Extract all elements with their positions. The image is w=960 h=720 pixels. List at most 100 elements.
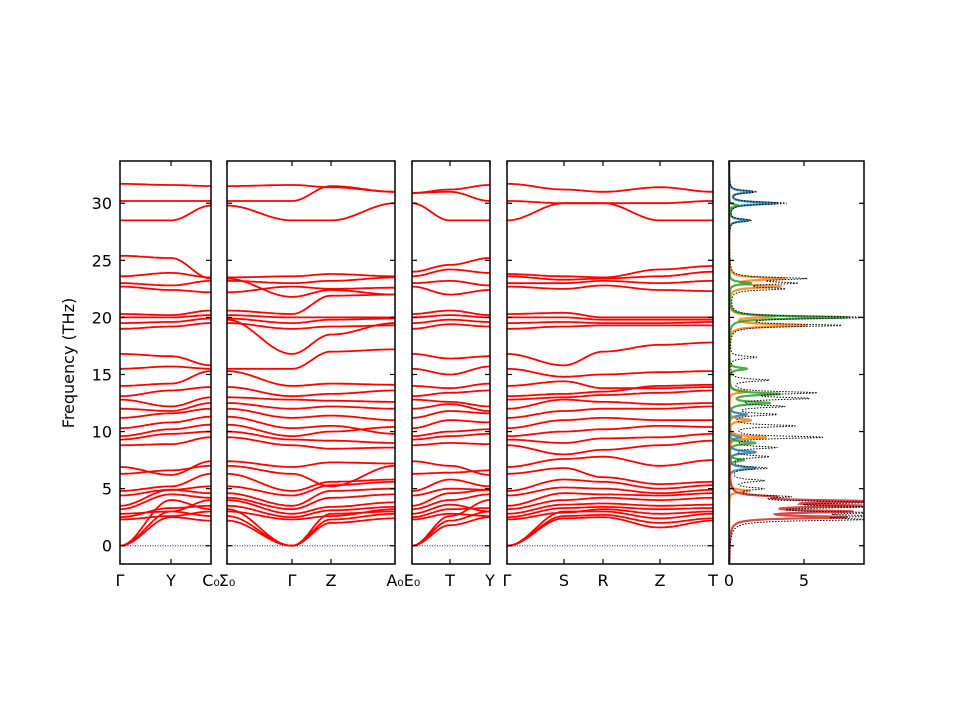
band-line-6	[227, 499, 395, 515]
band-line-14	[119, 430, 211, 441]
band-line-16	[412, 419, 490, 429]
band-line-34	[120, 182, 211, 187]
band-line-22	[412, 365, 490, 376]
band-line-20	[507, 383, 713, 398]
band-line-6	[506, 502, 713, 515]
band-line-18	[120, 402, 212, 412]
band-line-4	[412, 512, 491, 521]
k-point-label: Z	[655, 571, 666, 590]
band-line-20	[120, 386, 212, 398]
band-line-33	[507, 200, 713, 205]
band-line-23	[120, 353, 212, 367]
band-line-34	[412, 184, 490, 194]
band-line-13	[227, 436, 395, 450]
band-line-30	[227, 273, 395, 279]
band-line-5	[120, 504, 211, 519]
band-line-24	[507, 324, 713, 330]
band-line-32	[411, 202, 490, 222]
band-line-9	[120, 485, 211, 497]
band-line-31	[120, 254, 212, 280]
band-line-12	[506, 455, 713, 468]
band-line-5	[507, 506, 713, 519]
k-point-label: Y	[165, 571, 176, 590]
band-line-18	[507, 398, 713, 410]
band-line-14	[411, 433, 490, 441]
band-line-20	[412, 389, 490, 398]
y-tick-label: 20	[92, 308, 112, 327]
band-line-18	[412, 403, 490, 412]
band-line-11	[507, 467, 713, 485]
band-line-21	[227, 370, 395, 387]
band-line-7	[227, 493, 395, 511]
band-line-21	[412, 382, 490, 390]
band-line-32	[226, 202, 396, 222]
band-line-15	[412, 428, 490, 437]
k-point-label: T	[444, 571, 455, 590]
y-tick-label: 25	[92, 251, 112, 270]
panel-frame	[411, 160, 491, 565]
band-line-12	[412, 460, 491, 476]
band-line-8	[411, 488, 490, 507]
k-point-label: E₀	[404, 571, 421, 590]
band-line-28	[507, 284, 713, 292]
band-line-22	[507, 367, 713, 378]
k-point-label: Y	[484, 571, 495, 590]
y-tick-label: 10	[92, 423, 112, 442]
band-line-27	[412, 309, 490, 316]
band-line-25	[412, 318, 490, 324]
band-line-15	[507, 425, 713, 437]
band-line-24	[227, 322, 395, 330]
band-line-29	[411, 280, 490, 287]
band-line-5	[227, 504, 395, 519]
band-line-9	[412, 487, 490, 497]
k-point-label: Γ	[116, 571, 125, 590]
band-line-11	[412, 469, 490, 475]
band-panel-1: 0 5 10 15 20 25 30 Γ Y C₀	[92, 160, 220, 590]
band-line-4	[120, 510, 211, 521]
band-line-5	[412, 507, 490, 519]
band-line-32	[120, 204, 212, 222]
plot-area	[227, 161, 395, 564]
band-line-27	[227, 293, 395, 315]
band-line-31	[226, 277, 395, 298]
dos-curve-total	[729, 161, 864, 564]
y-tick-label: 30	[92, 194, 112, 213]
band-line-10	[226, 472, 395, 492]
dos-plot-area	[729, 161, 864, 564]
band-line-2	[226, 512, 395, 547]
band-line-28	[120, 285, 211, 294]
band-line-15	[120, 423, 211, 437]
dos-curve-site-4	[729, 161, 864, 564]
band-line-28	[412, 285, 490, 296]
band-line-22	[120, 365, 211, 370]
k-point-label: R	[597, 571, 608, 590]
k-point-label: Z	[326, 571, 337, 590]
band-line-24	[120, 322, 211, 330]
band-line-10	[120, 472, 212, 492]
band-line-13	[412, 442, 490, 447]
band-line-8	[506, 492, 713, 507]
band-line-22	[227, 348, 395, 370]
band-line-16	[120, 415, 212, 429]
band-line-21	[120, 370, 211, 387]
panel-frame	[226, 160, 396, 565]
band-line-30	[120, 272, 211, 279]
dos-x-tick-label: 0	[724, 571, 734, 590]
band-line-16	[226, 415, 396, 435]
band-line-10	[507, 478, 713, 492]
band-line-29	[507, 280, 713, 285]
k-point-label: Γ	[288, 571, 297, 590]
band-line-26	[227, 314, 395, 319]
band-line-17	[120, 407, 212, 419]
band-line-6	[120, 499, 211, 515]
band-line-34	[227, 184, 395, 193]
band-line-31	[412, 257, 491, 273]
band-line-17	[226, 407, 396, 422]
k-point-label: C₀	[202, 571, 220, 590]
band-line-12	[227, 460, 395, 468]
band-panel-3: E₀ T Y	[404, 160, 495, 590]
dos-x-tick-label: 5	[799, 571, 809, 590]
band-line-7	[412, 493, 490, 511]
band-line-1	[506, 516, 713, 547]
